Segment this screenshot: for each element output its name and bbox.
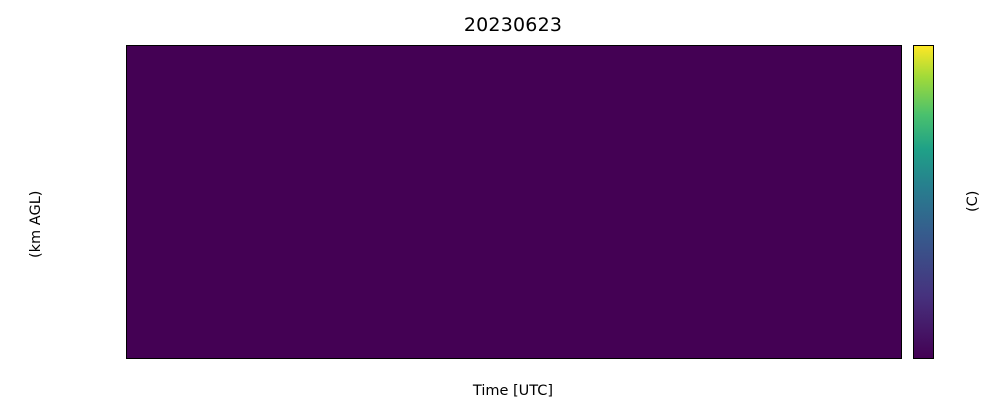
chart-title: 20230623	[463, 14, 563, 36]
colorbar-gradient[interactable]	[913, 45, 934, 359]
heatmap-image	[127, 46, 901, 358]
heatmap-plot-area[interactable]	[126, 45, 902, 359]
x-axis-label: Time [UTC]	[472, 383, 554, 399]
colorbar-label: (C)	[965, 190, 981, 212]
y-axis-label: (km AGL)	[28, 190, 44, 258]
